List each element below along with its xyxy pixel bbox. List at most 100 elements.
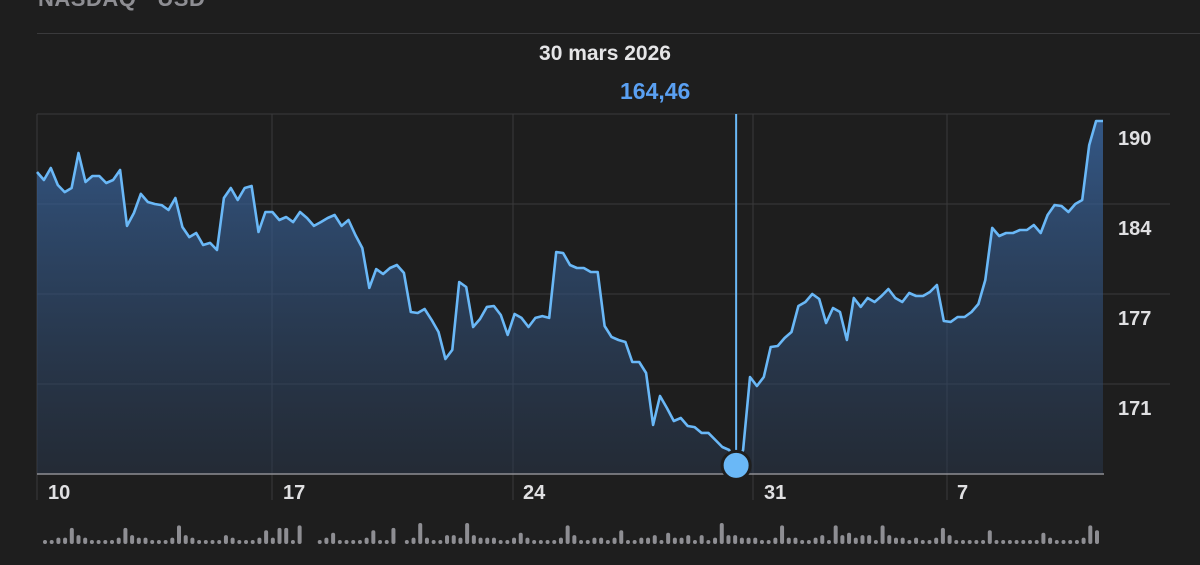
volume-bar xyxy=(739,537,744,544)
volume-bar xyxy=(1034,540,1039,544)
volume-bar xyxy=(237,540,242,544)
volume-bar xyxy=(331,532,336,544)
volume-bar xyxy=(1007,540,1012,544)
volume-bar xyxy=(250,540,255,544)
volume-bar xyxy=(170,537,175,544)
exchange-label: NASDAQ · USD xyxy=(38,0,205,12)
volume-bar xyxy=(632,540,637,544)
volume-bar xyxy=(451,535,456,544)
volume-bar xyxy=(954,540,959,544)
volume-bar xyxy=(63,537,68,544)
volume-bar xyxy=(893,537,898,544)
x-tick-label: 24 xyxy=(523,482,546,504)
volume-bar xyxy=(217,540,222,544)
volume-bars xyxy=(43,523,1099,544)
volume-bar xyxy=(391,527,396,544)
volume-bar xyxy=(766,540,771,544)
y-tick-label: 171 xyxy=(1118,398,1152,420)
volume-bar xyxy=(826,540,831,544)
volume-bar xyxy=(418,523,423,544)
volume-bar xyxy=(538,540,543,544)
volume-bar xyxy=(545,540,550,544)
volume-bar xyxy=(384,540,389,544)
volume-bar xyxy=(89,540,94,544)
plot-area xyxy=(36,119,1104,475)
volume-bar xyxy=(56,537,61,544)
volume-bar xyxy=(505,540,510,544)
volume-bar xyxy=(244,540,249,544)
volume-bar xyxy=(920,540,925,544)
volume-bar xyxy=(914,537,919,544)
volume-bar xyxy=(967,540,972,544)
volume-bar xyxy=(498,540,503,544)
volume-bar xyxy=(699,535,704,544)
volume-bar xyxy=(230,537,235,544)
y-tick-label: 177 xyxy=(1118,308,1152,330)
volume-bar xyxy=(344,540,349,544)
volume-bar xyxy=(485,537,490,544)
divider xyxy=(37,33,1200,34)
volume-bar xyxy=(860,535,865,544)
volume-bar xyxy=(1021,540,1026,544)
volume-bar xyxy=(686,535,691,544)
volume-bar xyxy=(284,527,289,544)
volume-bar xyxy=(1061,540,1066,544)
volume-bar xyxy=(351,540,356,544)
volume-bar xyxy=(934,537,939,544)
price-area-fill xyxy=(37,121,1103,474)
volume-bar xyxy=(317,540,322,544)
volume-bar xyxy=(431,540,436,544)
volume-bar xyxy=(69,527,74,544)
volume-bar xyxy=(579,540,584,544)
cursor[interactable] xyxy=(720,114,752,481)
volume-bar xyxy=(518,532,523,544)
volume-bar xyxy=(357,540,362,544)
volume-bar xyxy=(847,532,852,544)
volume-bar xyxy=(880,525,885,544)
volume-bar xyxy=(411,537,416,544)
volume-bar xyxy=(585,540,590,544)
x-tick-label: 7 xyxy=(957,482,969,504)
volume-bar xyxy=(438,540,443,544)
volume-bar xyxy=(445,535,450,544)
volume-bar xyxy=(512,537,517,544)
volume-bar xyxy=(525,537,530,544)
volume-bar xyxy=(853,537,858,544)
volume-bar xyxy=(558,537,563,544)
volume-bar xyxy=(659,540,664,544)
volume-bar xyxy=(646,537,651,544)
volume-bar xyxy=(190,537,195,544)
volume-bar xyxy=(1048,537,1053,544)
volume-bar xyxy=(867,535,872,544)
volume-bar xyxy=(1001,540,1006,544)
volume-bar xyxy=(625,540,630,544)
volume-bar xyxy=(143,537,148,544)
volume-bar xyxy=(96,540,101,544)
volume-bar xyxy=(83,537,88,544)
volume-bar xyxy=(1027,540,1032,544)
volume-bar xyxy=(277,527,282,544)
volume-bar xyxy=(820,535,825,544)
volume-bar xyxy=(297,525,302,544)
volume-bar xyxy=(746,537,751,544)
volume-bar xyxy=(800,540,805,544)
volume-bar xyxy=(806,540,811,544)
volume-bar xyxy=(197,540,202,544)
volume-bar xyxy=(907,540,912,544)
volume-bar xyxy=(130,535,135,544)
volume-bar xyxy=(927,540,932,544)
volume-bar xyxy=(203,540,208,544)
volume-bar xyxy=(1014,540,1019,544)
volume-bar xyxy=(639,537,644,544)
volume-bar xyxy=(223,535,228,544)
volume-bar xyxy=(940,527,945,544)
volume-bar xyxy=(103,540,108,544)
volume-bar xyxy=(873,540,878,544)
volume-bar xyxy=(793,537,798,544)
volume-bar xyxy=(887,535,892,544)
volume-bar xyxy=(123,527,128,544)
cursor-dot xyxy=(720,449,752,481)
volume-bar xyxy=(672,537,677,544)
volume-bar xyxy=(1088,525,1093,544)
